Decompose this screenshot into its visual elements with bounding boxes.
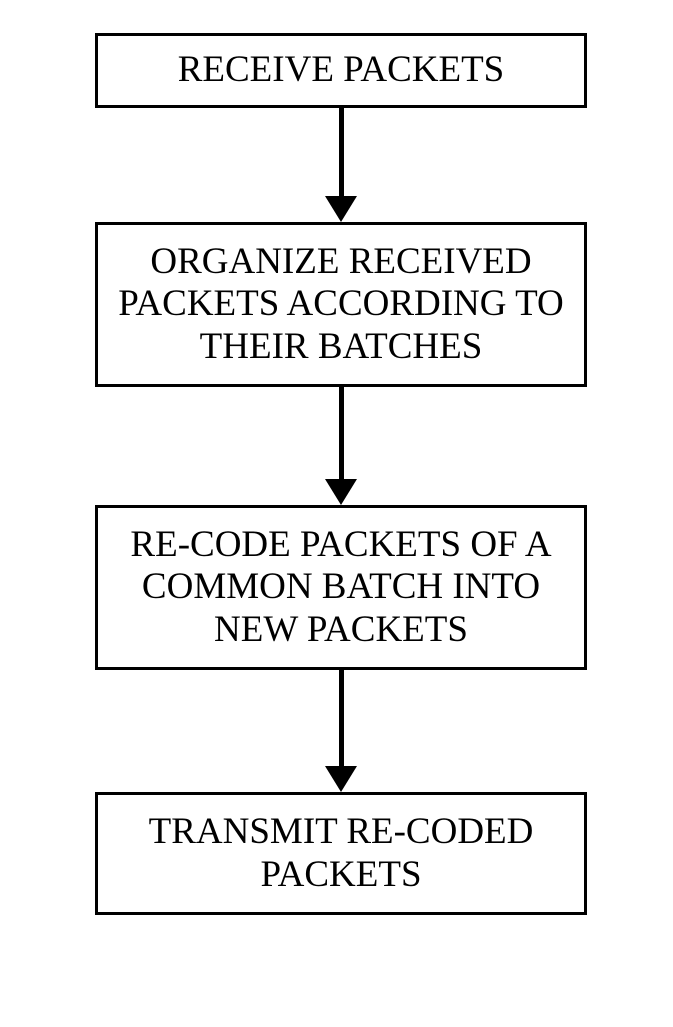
flowchart-node-transmit: TRANSMIT RE-CODED PACKETS [95,792,587,915]
flowchart-arrow-head [325,766,357,792]
flowchart-node-receive: RECEIVE PACKETS [95,33,587,108]
flowchart-node-label: ORGANIZE RECEIVED PACKETS ACCORDING TO T… [98,241,584,369]
flowchart-node-label: RECEIVE PACKETS [98,49,584,92]
flowchart-arrow-line [339,670,344,768]
flowchart-arrow-line [339,108,344,198]
flowchart-node-organize: ORGANIZE RECEIVED PACKETS ACCORDING TO T… [95,222,587,387]
flowchart-node-label: RE-CODE PACKETS OF A COMMON BATCH INTO N… [98,524,584,652]
flowchart-node-recode: RE-CODE PACKETS OF A COMMON BATCH INTO N… [95,505,587,670]
flowchart-arrow-head [325,196,357,222]
flowchart-node-label: TRANSMIT RE-CODED PACKETS [98,811,584,896]
packet-processing-flowchart: RECEIVE PACKETS ORGANIZE RECEIVED PACKETS… [0,0,673,1027]
flowchart-arrow-line [339,387,344,481]
flowchart-arrow-head [325,479,357,505]
